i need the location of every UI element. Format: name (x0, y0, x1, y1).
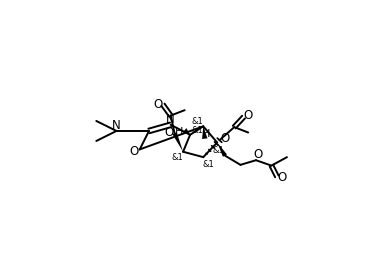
Text: O: O (244, 109, 253, 122)
Text: &1: &1 (213, 146, 225, 155)
Polygon shape (173, 132, 183, 152)
Text: O: O (220, 132, 230, 145)
Text: H: H (202, 129, 210, 139)
Text: &1: &1 (203, 160, 215, 168)
Polygon shape (217, 143, 227, 157)
Text: O: O (153, 98, 162, 111)
Text: &1: &1 (191, 126, 203, 136)
Text: N: N (166, 113, 175, 126)
Text: N: N (112, 119, 121, 132)
Text: O: O (253, 148, 262, 161)
Text: &1: &1 (191, 117, 203, 126)
Text: &1: &1 (172, 153, 184, 163)
Text: O: O (164, 126, 174, 139)
Text: O: O (278, 171, 287, 184)
Text: O: O (129, 145, 138, 158)
Polygon shape (183, 128, 190, 135)
Text: H: H (175, 127, 183, 137)
Polygon shape (202, 126, 208, 139)
